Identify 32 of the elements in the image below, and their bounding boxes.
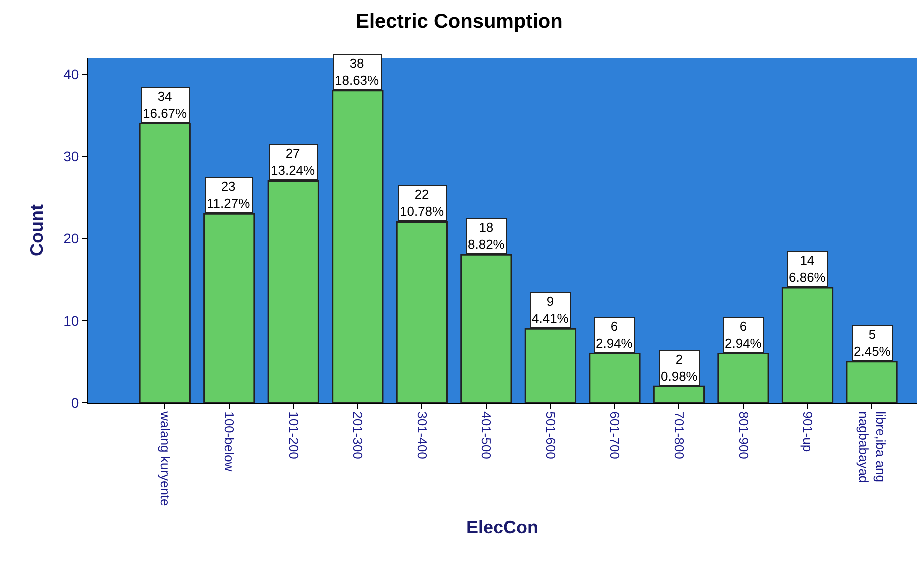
y-tick-label: 20 (64, 230, 80, 247)
x-tick-label: 101-200 (286, 412, 302, 460)
data-label: 38 18.63% (335, 56, 380, 88)
y-tick-label: 30 (64, 148, 80, 164)
x-tick-label: 501-600 (543, 412, 558, 460)
x-tick-label: libre,iba ang nagbabayad (856, 412, 888, 484)
data-label: 18 8.82% (468, 220, 506, 252)
y-axis-title: Count (26, 204, 47, 256)
data-label: 6 2.94% (596, 319, 634, 351)
x-tick-label: 801-900 (736, 412, 752, 460)
x-tick-label: walang kuryente (158, 410, 173, 506)
x-tick-label: 201-300 (350, 412, 366, 460)
x-tick-label: 100-below (222, 412, 238, 472)
data-label: 5 2.45% (854, 327, 892, 359)
data-label: 27 13.24% (271, 146, 316, 178)
y-tick-label: 40 (64, 66, 80, 82)
data-label: 34 16.67% (143, 89, 188, 121)
x-tick-label: 901-up (800, 412, 816, 452)
chart-title: Electric Consumption (356, 11, 563, 34)
y-tick-label: 10 (64, 312, 80, 329)
data-label: 14 6.86% (789, 253, 826, 285)
y-tick-label: 0 (71, 394, 80, 411)
data-label: 2 0.98% (661, 352, 698, 384)
data-label: 6 2.94% (725, 319, 762, 351)
x-tick-label: 301-400 (414, 412, 430, 460)
x-tick-label: 701-800 (672, 412, 687, 460)
data-label: 22 10.78% (400, 187, 445, 219)
x-tick-label: 401-500 (479, 412, 494, 460)
data-label: 23 11.27% (207, 179, 251, 211)
x-tick-label: 601-700 (608, 412, 623, 460)
x-axis-title: ElecCon (466, 517, 539, 538)
data-label: 9 4.41% (532, 294, 570, 326)
